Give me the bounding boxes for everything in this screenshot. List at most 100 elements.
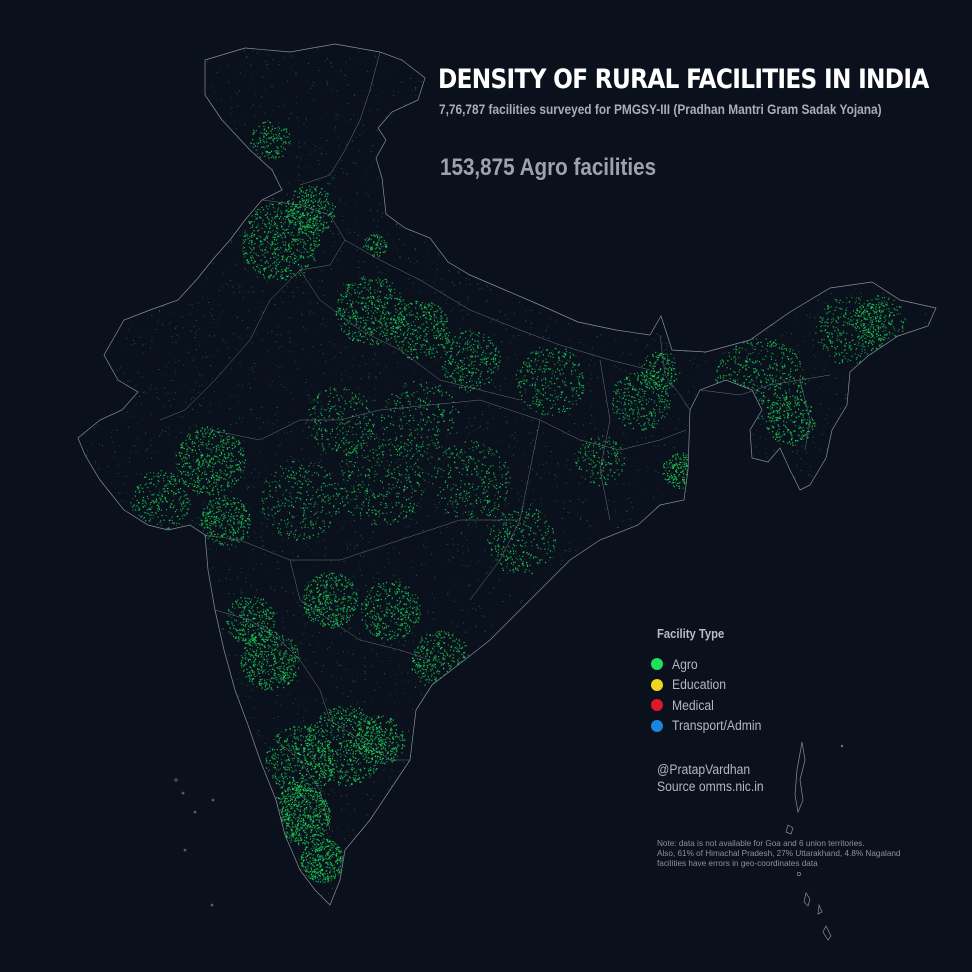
facility-dot xyxy=(335,575,337,578)
facility-dot xyxy=(436,681,438,684)
facility-dot xyxy=(377,760,380,762)
facility-dot xyxy=(185,443,187,445)
facility-dot xyxy=(361,742,363,744)
facility-dot xyxy=(240,452,242,454)
facility-dot xyxy=(458,669,460,671)
facility-dot xyxy=(277,741,279,743)
facility-dot xyxy=(283,796,285,798)
facility-dot xyxy=(367,757,369,760)
facility-dot xyxy=(381,742,383,745)
facility-dot xyxy=(212,486,214,488)
facility-dot xyxy=(352,728,354,730)
facility-dot xyxy=(319,871,321,873)
facility-dot xyxy=(292,778,294,780)
facility-dot xyxy=(338,868,340,870)
facility-dot xyxy=(380,762,382,764)
facility-dot xyxy=(468,664,470,666)
facility-dot xyxy=(272,668,274,670)
facility-dot xyxy=(329,841,331,843)
facility-dot xyxy=(332,755,334,757)
facility-dot xyxy=(316,815,318,817)
facility-dot xyxy=(361,709,363,711)
facility-dot xyxy=(358,778,360,780)
facility-dot xyxy=(317,856,319,858)
facility-dot xyxy=(279,831,281,833)
facility-dot xyxy=(231,622,233,624)
facility-dot xyxy=(358,758,360,760)
facility-dot xyxy=(312,579,314,581)
facility-dot xyxy=(350,705,352,707)
facility-dot xyxy=(429,634,431,636)
facility-dot xyxy=(320,757,322,759)
facility-dot xyxy=(322,858,324,860)
facility-dot xyxy=(396,623,398,625)
facility-dot xyxy=(274,776,276,778)
facility-dot xyxy=(318,740,320,742)
facility-dot xyxy=(403,636,405,638)
facility-dot xyxy=(326,872,329,875)
facility-dot xyxy=(300,823,302,825)
facility-dot xyxy=(303,869,305,871)
facility-dot xyxy=(402,739,404,742)
facility-dot xyxy=(383,762,385,764)
facility-dot xyxy=(292,834,294,836)
facility-dot xyxy=(390,760,392,762)
facility-dot xyxy=(315,848,317,851)
facility-dot xyxy=(385,582,388,584)
facility-dot xyxy=(259,647,261,649)
facility-dot xyxy=(281,763,283,765)
facility-dot xyxy=(312,775,314,777)
facility-dot xyxy=(294,818,297,820)
facility-dot xyxy=(289,776,291,778)
facility-dot xyxy=(369,749,371,751)
facility-dot xyxy=(353,743,355,745)
facility-dot xyxy=(307,827,309,829)
facility-dot xyxy=(329,862,332,864)
facility-dot xyxy=(305,610,307,612)
facility-dot xyxy=(356,604,359,606)
facility-dot xyxy=(372,731,374,733)
facility-dot xyxy=(362,776,364,778)
facility-dot xyxy=(316,867,318,869)
facility-dot xyxy=(289,782,291,784)
facility-dot xyxy=(351,733,353,735)
facility-dot xyxy=(305,870,307,872)
facility-dot xyxy=(244,633,246,635)
facility-dot xyxy=(280,824,282,826)
facility-dot xyxy=(283,665,285,667)
facility-dot xyxy=(275,756,277,758)
facility-dot xyxy=(380,739,382,741)
facility-dot xyxy=(384,733,386,735)
facility-dot xyxy=(209,459,211,461)
facility-dot xyxy=(283,640,285,642)
facility-dot xyxy=(331,720,334,722)
facility-dot xyxy=(343,726,345,728)
facility-dot xyxy=(184,471,186,473)
facility-dot xyxy=(315,765,317,767)
facility-dot xyxy=(295,738,297,740)
facility-dot xyxy=(240,655,242,657)
facility-dot xyxy=(298,834,300,836)
facility-dot xyxy=(340,742,342,744)
facility-dot xyxy=(328,857,330,859)
facility-dot xyxy=(391,743,393,745)
facility-dot xyxy=(268,618,270,620)
facility-dot xyxy=(319,877,321,880)
facility-dot xyxy=(286,805,288,807)
facility-dot xyxy=(433,666,435,668)
facility-dot xyxy=(314,861,316,863)
facility-dot xyxy=(228,441,230,443)
facility-dot xyxy=(314,878,316,880)
facility-dot xyxy=(404,739,406,741)
facility-dot xyxy=(224,453,226,455)
facility-dot xyxy=(291,826,294,828)
facility-dot xyxy=(251,649,254,651)
facility-dot xyxy=(320,728,322,730)
facility-dot xyxy=(272,817,274,819)
facility-dot xyxy=(280,800,282,802)
facility-dot xyxy=(377,590,379,592)
facility-dot xyxy=(331,863,333,865)
facility-dot xyxy=(331,718,333,720)
facility-dot xyxy=(369,721,371,724)
facility-dot xyxy=(306,761,309,763)
